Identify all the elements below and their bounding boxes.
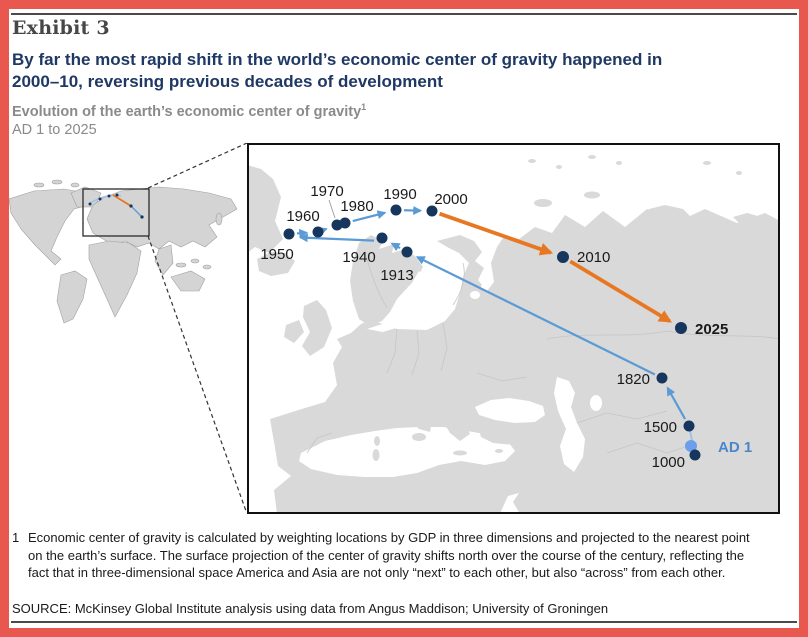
point-label-2000: 2000 — [434, 191, 467, 208]
point-dot-1000 — [689, 449, 701, 461]
point-label-1000: 1000 — [652, 454, 685, 471]
callout-dashed-lines — [147, 143, 248, 512]
page-title: By far the most rapid shift in the world… — [12, 50, 663, 92]
segment-1820-1913 — [415, 256, 656, 376]
point-dot-1820 — [656, 372, 668, 384]
segment-1940-1950 — [298, 233, 375, 243]
map-border — [247, 143, 780, 514]
segment-1980-1990 — [352, 210, 387, 223]
point-dot-1980 — [339, 217, 351, 229]
point-label-1990: 1990 — [383, 186, 416, 203]
point-label-1820: 1820 — [617, 371, 650, 388]
point-dot-1990 — [390, 204, 402, 216]
footnote-text: Economic center of gravity is calculated… — [28, 530, 750, 581]
point-label-1940: 1940 — [342, 249, 375, 266]
source-line: SOURCE: McKinsey Global Institute analys… — [12, 601, 609, 616]
period-label: AD 1 to 2025 — [12, 122, 97, 138]
country-borders — [306, 250, 780, 454]
footnote-marker: 1 — [12, 530, 20, 545]
bottom-rule — [11, 621, 797, 623]
point-dot-2010 — [557, 251, 569, 263]
point-label-1950: 1950 — [260, 246, 293, 263]
point-label-1913: 1913 — [380, 267, 413, 284]
point-dot-2000 — [426, 205, 438, 217]
point-dot-1500 — [683, 420, 695, 432]
map-peninsulas — [372, 375, 545, 461]
segment-2000-2010 — [438, 211, 554, 256]
page-subtitle: Evolution of the earth’s economic center… — [12, 102, 366, 120]
point-label-AD1: AD 1 — [718, 439, 752, 456]
point-label-1960: 1960 — [286, 208, 319, 225]
point-dot-1940 — [376, 232, 388, 244]
leader-line-1970 — [328, 199, 336, 219]
subtitle-superscript: 1 — [361, 102, 367, 112]
point-dot-1960 — [312, 226, 324, 238]
point-label-1980: 1980 — [340, 198, 373, 215]
top-rule — [11, 13, 797, 15]
segment-1950-1960 — [296, 228, 309, 238]
overview-trajectory — [88, 193, 144, 219]
point-dot-AD1 — [685, 440, 697, 452]
point-label-1970: 1970 — [310, 183, 343, 200]
main-map: AD 1 1000 1500 1820 1913 1940 1950 1960 19701980… — [247, 143, 780, 514]
trajectory-layer: AD 1 1000 1500 1820 1913 1940 1950 1960 19701980… — [260, 183, 752, 471]
point-dot-1913 — [401, 246, 413, 258]
world-overview-map — [9, 179, 238, 324]
footnote: 1 Economic center of gravity is calculat… — [12, 529, 754, 582]
segment-1500-1820 — [666, 386, 687, 420]
point-dot-2025 — [675, 322, 687, 334]
point-label-2010: 2010 — [577, 249, 610, 266]
point-dot-1950 — [283, 228, 295, 240]
segment-1913-1940 — [390, 242, 401, 252]
segment-2010-2025 — [569, 259, 672, 323]
inset-rectangle — [82, 188, 150, 237]
subtitle-text: Evolution of the earth’s economic center… — [12, 103, 362, 120]
exhibit-label: Exhibit 3 — [12, 17, 110, 39]
point-label-1500: 1500 — [644, 419, 677, 436]
point-label-2025: 2025 — [695, 321, 728, 338]
page-inner: Exhibit 3 By far the most rapid shift in… — [9, 9, 799, 628]
